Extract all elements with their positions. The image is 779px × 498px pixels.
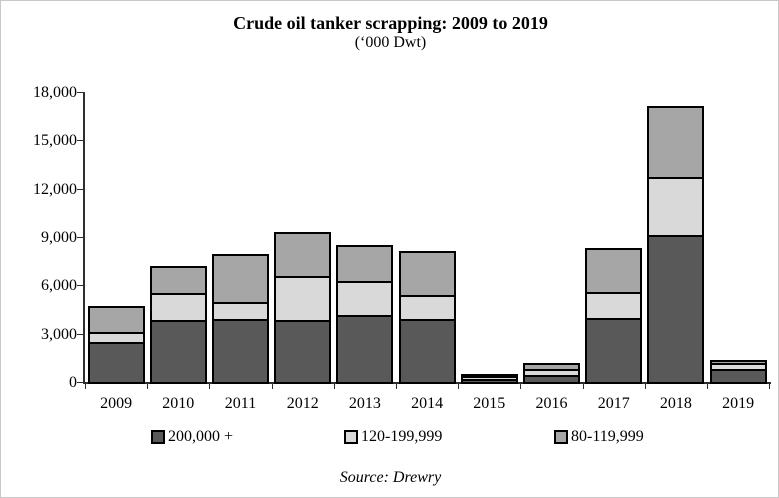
x-tick — [271, 384, 273, 389]
y-tick — [77, 140, 83, 142]
x-tick — [769, 384, 771, 389]
x-tick-label: 2010 — [162, 395, 195, 412]
bar-2015 — [460, 374, 518, 384]
legend-swatch-icon — [554, 430, 568, 444]
bar-segment-120-199-999 — [276, 275, 330, 320]
bar-segment-80-119-999 — [151, 268, 205, 294]
source-note: Source: Drewry — [339, 469, 442, 486]
y-tick-label: 0 — [69, 374, 77, 391]
x-tick-label: 2015 — [473, 395, 506, 412]
bar-2013 — [336, 245, 394, 384]
bar-segment-80-119-999 — [400, 253, 454, 296]
y-tick-label: 15,000 — [33, 132, 77, 150]
bar-2011 — [212, 254, 269, 384]
x-tick — [582, 384, 584, 389]
y-tick — [77, 333, 83, 335]
y-tick-label: 12,000 — [33, 180, 77, 198]
bar-segment-200-000-+ — [711, 369, 765, 382]
bar-segment-120-199-999 — [89, 331, 143, 343]
bar-segment-80-119-999 — [214, 256, 267, 303]
legend-label: 80-119,999 — [571, 428, 644, 445]
bar-segment-80-119-999 — [338, 247, 392, 281]
x-tick — [396, 384, 397, 389]
legend-swatch-icon — [151, 430, 165, 444]
bar-2019 — [709, 360, 767, 384]
bar-segment-80-119-999 — [587, 250, 641, 292]
x-tick-label: 2009 — [100, 395, 133, 412]
x-tick — [147, 384, 149, 389]
y-tick — [77, 285, 83, 287]
x-tick-label: 2013 — [348, 395, 381, 412]
x-tick — [707, 384, 708, 389]
legend-label: 120-199,999 — [361, 428, 443, 445]
y-tick — [77, 382, 83, 383]
bar-segment-120-199-999 — [400, 295, 454, 320]
bar-segment-200-000-+ — [587, 318, 641, 382]
x-tick — [333, 384, 335, 389]
x-tick — [209, 384, 211, 389]
bar-2010 — [149, 266, 207, 384]
y-tick-label: 3,000 — [41, 325, 77, 343]
y-tick — [77, 188, 83, 190]
legend-label: 200,000 + — [168, 428, 234, 445]
bar-segment-120-199-999 — [338, 280, 392, 316]
x-tick-label: 2016 — [535, 395, 568, 412]
legend: 200,000 + 120-199,999 80-119,999 — [1, 428, 778, 448]
x-tick-label: 2019 — [722, 395, 755, 412]
bar-segment-120-199-999 — [462, 376, 516, 379]
bar-segment-80-119-999 — [711, 362, 765, 364]
y-tick-label: 9,000 — [41, 229, 77, 246]
x-tick — [644, 384, 646, 389]
bar-segment-200-000-+ — [276, 319, 330, 383]
x-tick — [520, 384, 522, 389]
legend-swatch-icon — [344, 430, 358, 444]
bar-segment-120-199-999 — [151, 293, 205, 321]
x-tick — [85, 384, 86, 389]
bar-segment-200-000-+ — [525, 375, 578, 382]
bar-segment-120-199-999 — [711, 363, 765, 370]
bar-2009 — [87, 306, 145, 384]
bar-segment-200-000-+ — [338, 315, 392, 382]
bar-2016 — [523, 363, 580, 384]
bar-segment-200-000-+ — [400, 319, 454, 382]
y-tick-label: 18,000 — [33, 84, 77, 101]
y-axis — [83, 92, 85, 384]
chart-subtitle: (‘000 Dwt) — [354, 34, 427, 51]
bar-segment-200-000-+ — [89, 342, 143, 382]
legend-item: 120-199,999 — [344, 428, 442, 446]
bar-segment-200-000-+ — [214, 319, 267, 382]
x-tick — [458, 384, 460, 389]
bar-2014 — [398, 251, 456, 384]
chart-title: Crude oil tanker scrapping: 2009 to 2019 — [233, 13, 548, 33]
bar-segment-200-000-+ — [462, 379, 516, 382]
bar-2018 — [647, 106, 705, 384]
y-tick-label: 6,000 — [41, 277, 77, 295]
bar-segment-80-119-999 — [649, 108, 703, 177]
x-tick-label: 2012 — [286, 395, 319, 412]
bar-segment-120-199-999 — [587, 291, 641, 319]
bar-segment-200-000-+ — [649, 234, 703, 382]
bar-segment-80-119-999 — [89, 308, 143, 332]
bar-segment-120-199-999 — [525, 368, 578, 376]
legend-item: 80-119,999 — [554, 428, 644, 446]
x-tick-label: 2017 — [597, 395, 630, 412]
bar-segment-120-199-999 — [214, 302, 267, 320]
bar-segment-80-119-999 — [525, 365, 578, 369]
bar-2012 — [274, 232, 332, 384]
y-tick — [77, 92, 83, 93]
x-tick-label: 2014 — [411, 395, 444, 412]
bar-segment-80-119-999 — [276, 234, 330, 276]
bar-segment-200-000-+ — [151, 320, 205, 382]
x-tick-label: 2018 — [659, 395, 692, 412]
legend-item: 200,000 + — [151, 428, 233, 446]
x-tick-label: 2011 — [224, 395, 257, 412]
y-tick — [77, 237, 83, 238]
bar-2017 — [585, 248, 643, 384]
bar-segment-120-199-999 — [649, 176, 703, 235]
